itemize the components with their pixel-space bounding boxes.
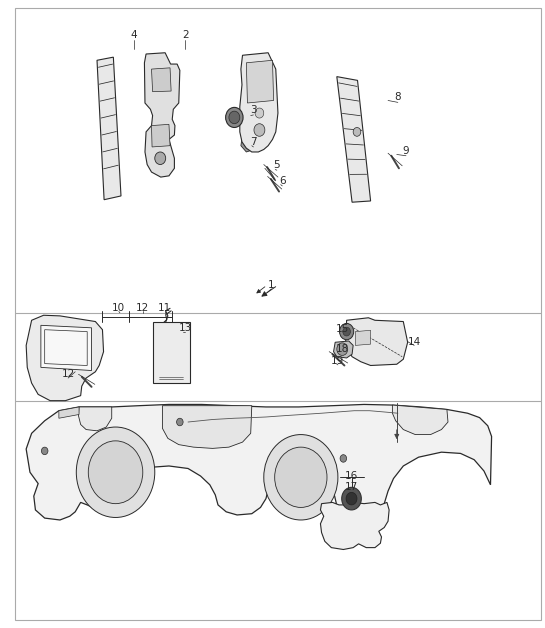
- Text: 15: 15: [336, 324, 349, 334]
- Circle shape: [343, 327, 350, 336]
- Polygon shape: [97, 57, 121, 200]
- Polygon shape: [59, 407, 79, 418]
- Circle shape: [177, 418, 183, 426]
- Circle shape: [255, 108, 264, 118]
- Polygon shape: [392, 405, 448, 435]
- Polygon shape: [162, 406, 252, 448]
- Text: 2: 2: [182, 30, 189, 40]
- Circle shape: [88, 441, 143, 504]
- Circle shape: [254, 124, 265, 136]
- Circle shape: [337, 343, 348, 355]
- Circle shape: [353, 127, 361, 136]
- Text: 6: 6: [279, 176, 286, 186]
- Polygon shape: [26, 404, 492, 520]
- Polygon shape: [241, 134, 257, 152]
- Text: 14: 14: [408, 337, 421, 347]
- Polygon shape: [337, 77, 371, 202]
- Circle shape: [264, 435, 338, 520]
- Text: 1: 1: [268, 280, 275, 290]
- Polygon shape: [144, 53, 180, 177]
- Text: 17: 17: [345, 482, 358, 492]
- Circle shape: [340, 323, 354, 340]
- Circle shape: [226, 107, 243, 127]
- Text: 4: 4: [130, 30, 137, 40]
- Polygon shape: [152, 68, 171, 92]
- Text: 19: 19: [331, 356, 344, 366]
- Polygon shape: [26, 315, 104, 401]
- Circle shape: [229, 111, 240, 124]
- Circle shape: [41, 447, 48, 455]
- Polygon shape: [41, 325, 92, 371]
- Text: 16: 16: [345, 471, 358, 481]
- Polygon shape: [240, 53, 278, 152]
- Circle shape: [346, 492, 357, 505]
- Polygon shape: [153, 322, 190, 383]
- Polygon shape: [246, 60, 274, 103]
- Text: 18: 18: [336, 344, 349, 354]
- Text: 8: 8: [395, 92, 401, 102]
- Polygon shape: [320, 502, 389, 550]
- Polygon shape: [334, 341, 353, 358]
- Text: 9: 9: [403, 146, 409, 156]
- Circle shape: [275, 447, 327, 507]
- Circle shape: [340, 455, 347, 462]
- Text: 12: 12: [136, 303, 149, 313]
- Polygon shape: [78, 407, 112, 431]
- Polygon shape: [152, 124, 170, 147]
- Text: 13: 13: [179, 323, 192, 333]
- Circle shape: [76, 427, 155, 517]
- Text: 3: 3: [250, 105, 257, 115]
- Text: 10: 10: [112, 303, 125, 313]
- Text: 12: 12: [62, 369, 75, 379]
- Text: 5: 5: [274, 160, 280, 170]
- Text: 7: 7: [250, 137, 257, 147]
- Circle shape: [342, 487, 361, 510]
- Polygon shape: [346, 318, 408, 365]
- Circle shape: [155, 152, 166, 165]
- Text: 11: 11: [158, 303, 171, 313]
- Polygon shape: [355, 330, 371, 345]
